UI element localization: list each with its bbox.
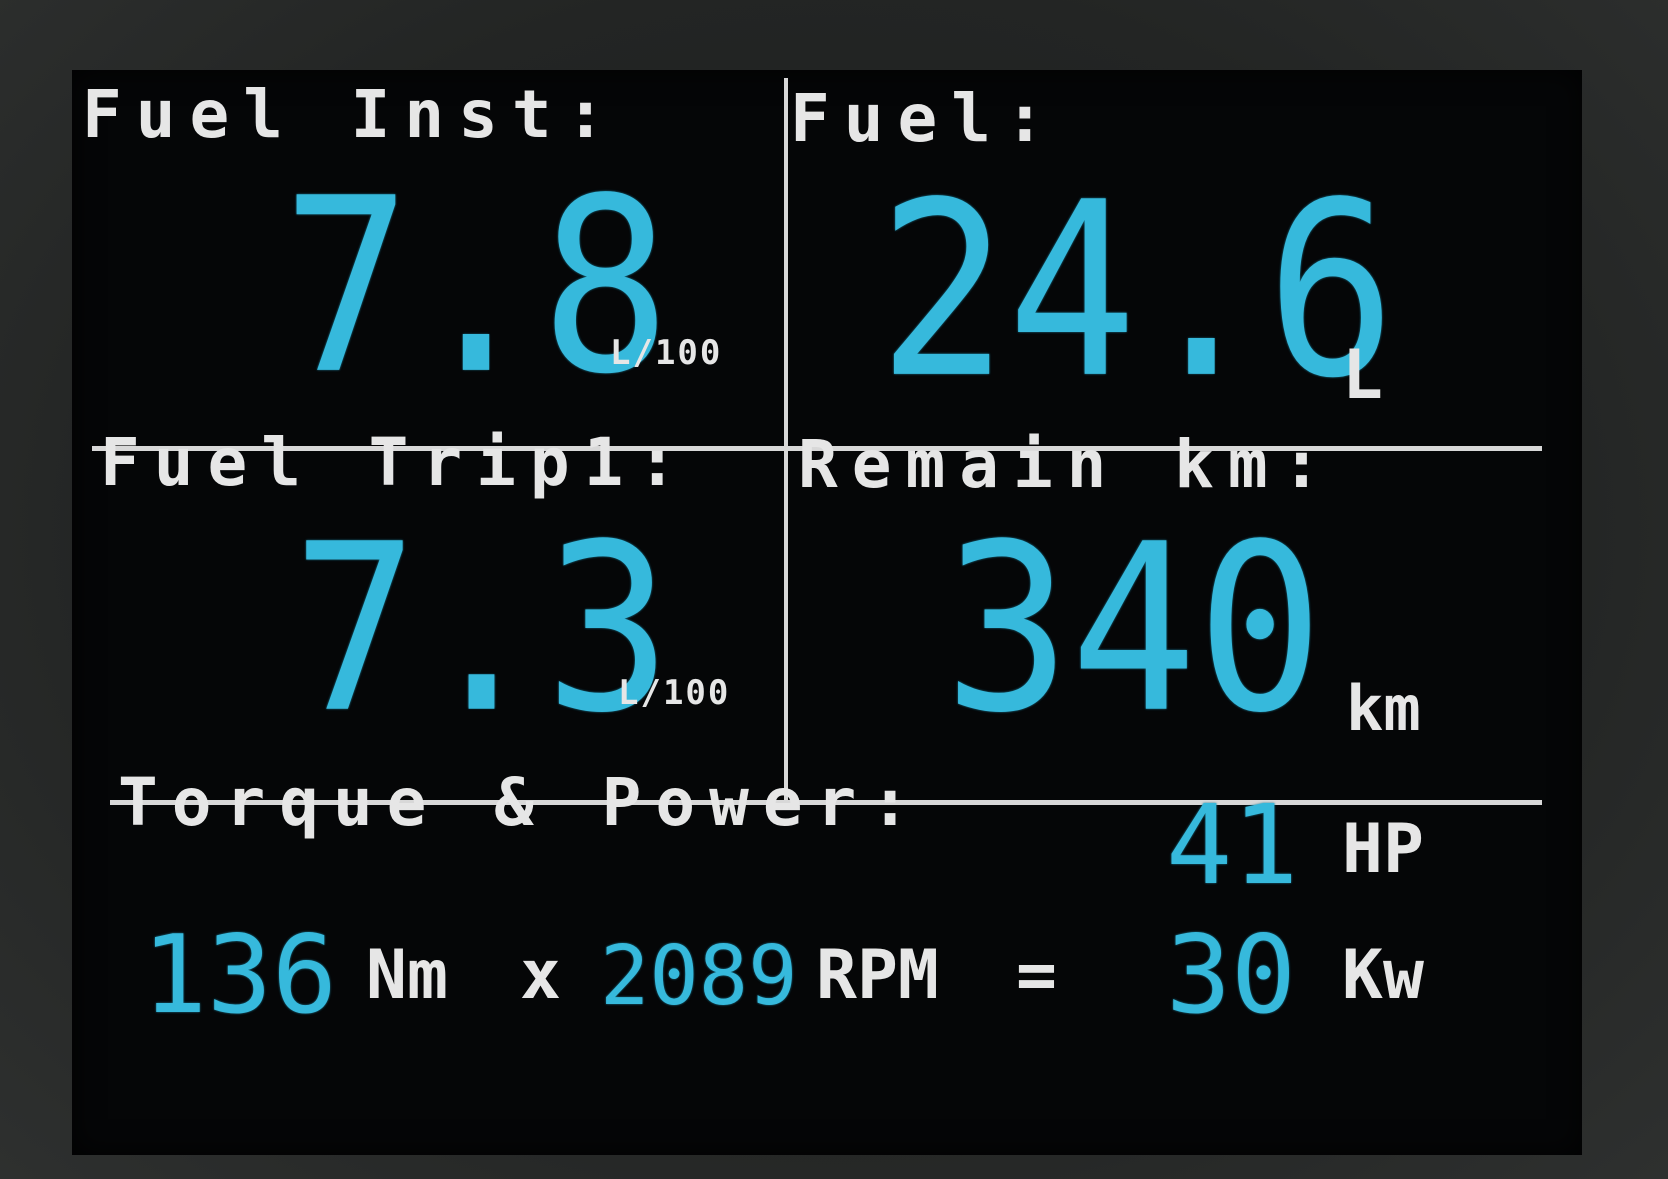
divider-vertical	[784, 78, 788, 802]
fuel-trip1-unit: L/100	[618, 673, 731, 713]
hp-unit: HP	[1342, 810, 1424, 889]
divider-horizontal-top	[92, 446, 1542, 451]
fuel-unit: L	[1342, 336, 1383, 415]
fuel-label: Fuel:	[790, 80, 1059, 157]
torque-unit: Nm	[366, 936, 448, 1015]
fuel-inst-unit: L/100	[610, 333, 723, 373]
remain-km-unit: km	[1346, 672, 1421, 745]
equals-sign: =	[1016, 936, 1057, 1015]
rpm-unit: RPM	[816, 936, 939, 1015]
torque-power-label: Torque & Power:	[118, 764, 925, 841]
fuel-trip1-value: 7.3	[292, 494, 672, 764]
fuel-inst-value: 7.8	[282, 145, 671, 427]
fuel-trip1-label: Fuel Trip1:	[100, 424, 692, 501]
divider-horizontal-bottom	[110, 800, 1542, 805]
fuel-value: 24.6	[878, 149, 1396, 431]
display-screen: Fuel Inst: 7.8 L/100 Fuel: 24.6 L Fuel T…	[72, 70, 1582, 1155]
hp-value: 41	[1166, 781, 1299, 909]
rpm-value: 2089	[600, 929, 798, 1024]
remain-km-label: Remain km:	[798, 426, 1336, 503]
fuel-inst-label: Fuel Inst:	[82, 76, 620, 153]
kw-unit: Kw	[1342, 936, 1424, 1015]
kw-value: 30	[1166, 913, 1297, 1038]
torque-value: 136	[142, 913, 338, 1038]
remain-km-value: 340	[944, 494, 1324, 764]
times-sign: x	[520, 936, 561, 1015]
